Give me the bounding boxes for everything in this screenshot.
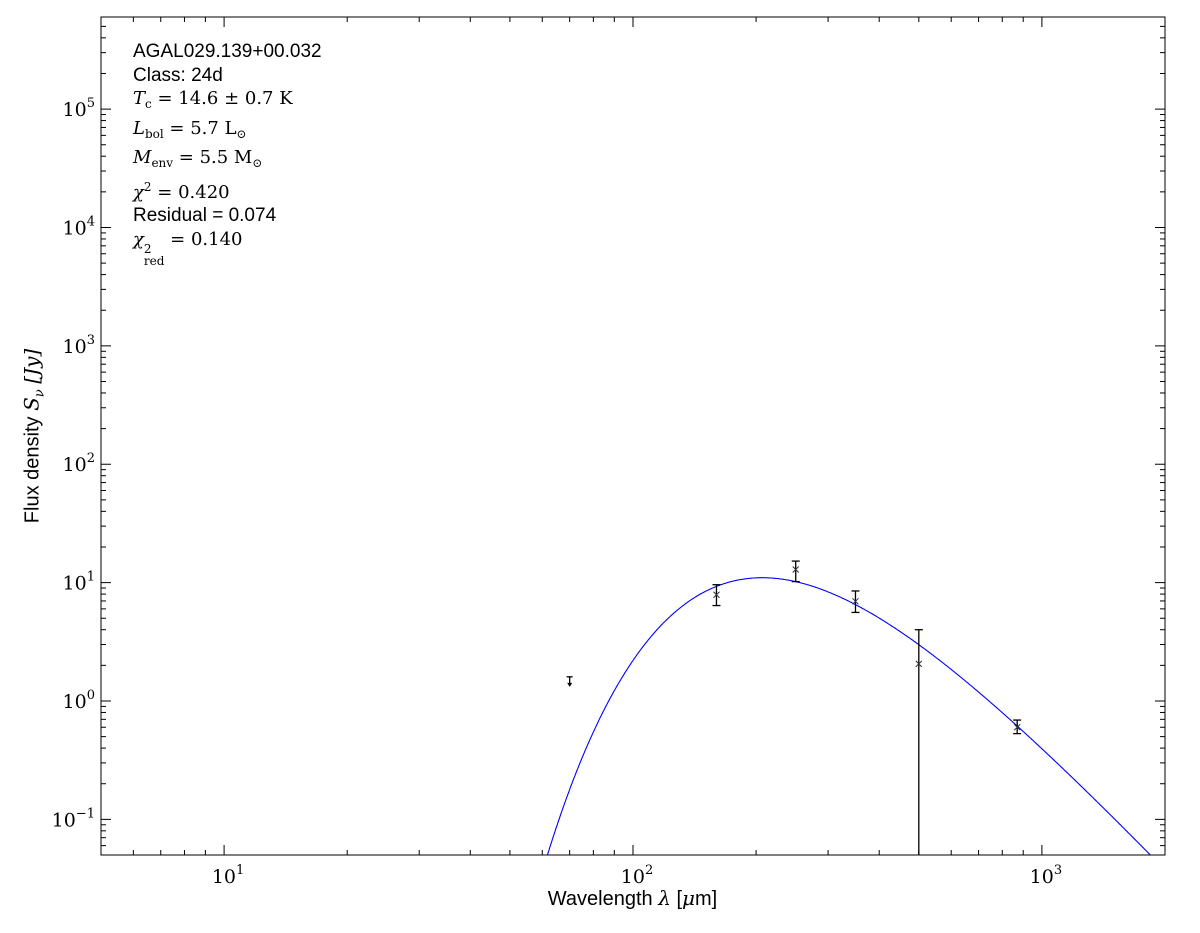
- x-marker: [852, 597, 859, 605]
- y-tick-label: 10−1: [52, 806, 95, 831]
- data-point: [791, 560, 800, 583]
- y-tick-label: 104: [63, 214, 95, 239]
- y-tick-label: 105: [63, 96, 95, 121]
- x-marker: [713, 591, 720, 599]
- x-tick-label: 103: [1030, 863, 1062, 888]
- data-point: [914, 629, 923, 855]
- chi-squared: χ2 = 0.420: [133, 179, 230, 203]
- source-name: AGAL029.139+00.032: [133, 41, 322, 62]
- upper-limit-arrow: [567, 682, 573, 687]
- y-tick-label: 102: [63, 451, 95, 476]
- y-axis-label: Flux density Sν [Jy]: [19, 348, 48, 524]
- fit-annotation: AGAL029.139+00.032 Class: 24d Tc = 14.6 …: [133, 40, 322, 267]
- x-marker: [1013, 723, 1021, 731]
- data-point: [712, 584, 721, 607]
- x-tick-label: 101: [212, 863, 244, 888]
- luminosity: Lbol = 5.7 L⊙: [133, 117, 247, 141]
- y-tick-label: 103: [63, 333, 95, 358]
- temperature: Tc = 14.6 ± 0.7 K: [133, 88, 293, 111]
- reduced-chi-squared: χ 2 red = 0.140: [133, 228, 243, 268]
- data-point: [566, 676, 573, 687]
- y-tick-label: 101: [63, 570, 95, 595]
- y-tick-label: 100: [63, 688, 95, 713]
- x-marker: [792, 566, 800, 573]
- envelope-mass: Menv = 5.5 M⊙: [133, 147, 263, 170]
- data-point: [851, 590, 860, 614]
- model-curve: [546, 577, 1151, 855]
- x-tick-label: 102: [621, 863, 653, 888]
- tick-labels: 101 102 103 10−1 100 101 102 103 104 105: [52, 96, 1063, 888]
- x-axis-label: Wavelength λ [μm]: [547, 886, 718, 910]
- data-point: [1013, 719, 1022, 735]
- source-class: Class: 24d: [133, 64, 223, 86]
- x-marker: [915, 660, 923, 668]
- plot-frame: [100, 16, 1166, 856]
- residual: Residual = 0.074: [133, 205, 277, 226]
- axis-ticks: [100, 16, 1166, 856]
- data-points: [566, 560, 1022, 855]
